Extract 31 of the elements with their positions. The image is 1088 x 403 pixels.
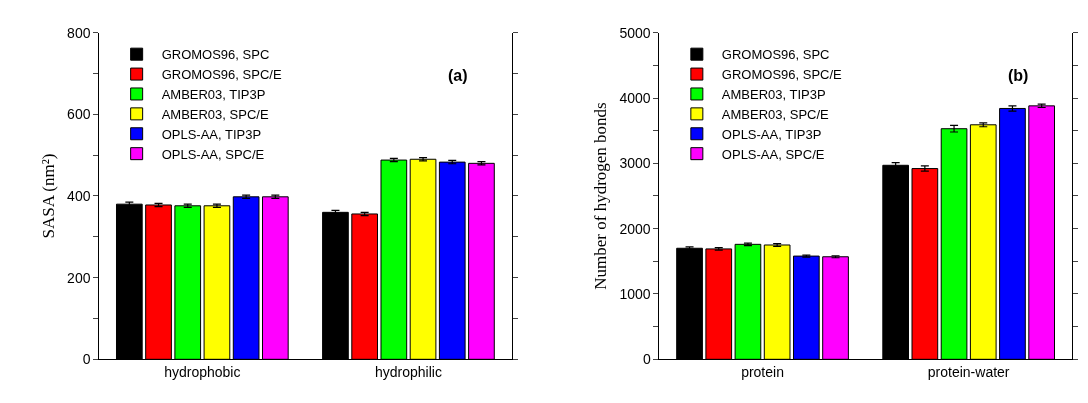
y-tick-label: 0 <box>82 351 91 368</box>
y-tick-label: 200 <box>67 269 91 286</box>
legend-label: AMBER03, SPC/E <box>161 106 269 122</box>
y-axis-title: Number of hydrogen bonds <box>591 102 611 290</box>
x-tick-label: hydrophilic <box>374 364 442 381</box>
legend-label: AMBER03, TIP3P <box>161 87 266 103</box>
legend-label: GROMOS96, SPC <box>161 47 270 63</box>
legend-label: GROMOS96, SPC/E <box>721 67 843 83</box>
legend-label: AMBER03, TIP3P <box>721 87 826 103</box>
legend-label: GROMOS96, SPC/E <box>161 67 282 83</box>
y-tick-label: 800 <box>67 24 91 41</box>
y-tick-label: 1000 <box>619 285 651 302</box>
legend-label: AMBER03, SPC/E <box>721 106 830 122</box>
y-tick-label: 5000 <box>619 24 651 41</box>
legend-label: OPLS-AA, TIP3P <box>721 126 822 142</box>
annotation: (b) <box>1008 67 1029 84</box>
y-tick-label: 4000 <box>619 89 651 106</box>
y-tick-label: 600 <box>67 106 91 123</box>
legend-label: OPLS-AA, TIP3P <box>161 126 262 142</box>
legend-label: OPLS-AA, SPC/E <box>161 146 265 162</box>
y-tick-label: 0 <box>642 351 651 368</box>
legend-label: OPLS-AA, SPC/E <box>721 146 825 162</box>
annotation: (a) <box>448 67 468 84</box>
y-tick-label: 2000 <box>619 220 651 237</box>
y-axis-title: SASA (nm²) <box>38 153 58 239</box>
y-tick-label: 3000 <box>619 155 651 172</box>
x-tick-label: protein <box>741 364 784 381</box>
x-tick-label: hydrophobic <box>164 364 241 381</box>
y-tick-label: 400 <box>67 187 91 204</box>
legend-label: GROMOS96, SPC <box>721 47 830 63</box>
x-tick-label: protein-water <box>927 364 1010 381</box>
